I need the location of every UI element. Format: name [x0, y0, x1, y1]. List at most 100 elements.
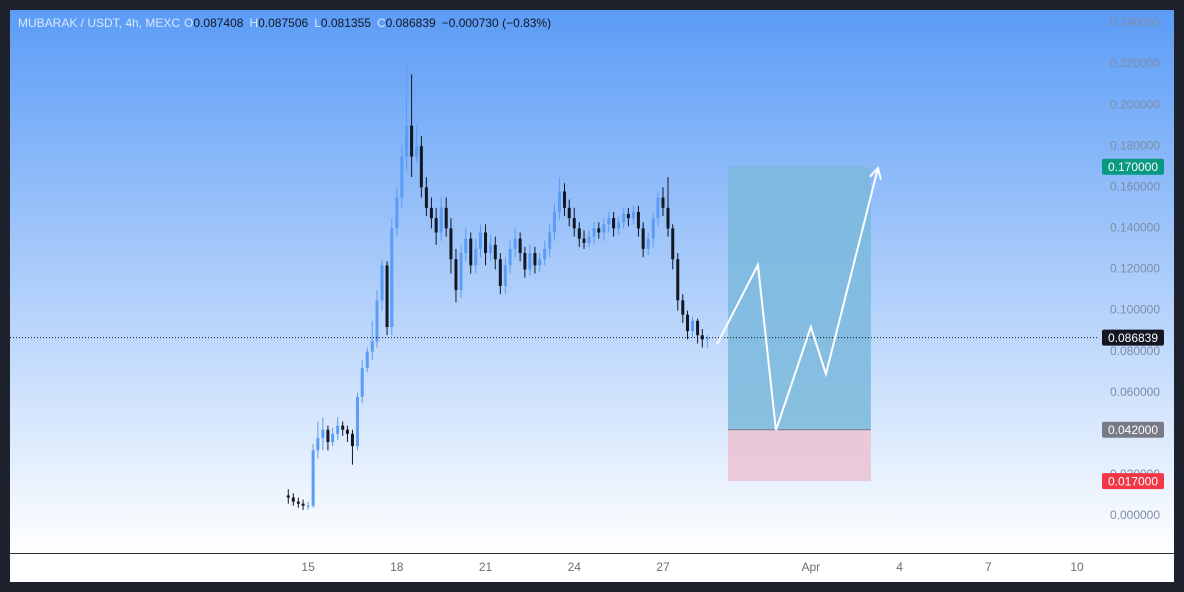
- candle-body: [355, 396, 359, 447]
- x-tick-label: Apr: [801, 560, 820, 574]
- price-tag-label: 0.017000: [1108, 474, 1158, 488]
- candle-body: [533, 253, 537, 266]
- candle-body: [696, 320, 700, 336]
- price-tag-label: 0.042000: [1108, 423, 1158, 437]
- candle-body: [336, 425, 340, 434]
- candle-body: [459, 253, 463, 291]
- x-tick-label: 18: [390, 560, 404, 574]
- header-title: MUBARAK / USDT, 4h, MEXC: [18, 16, 180, 30]
- candle-body: [439, 207, 443, 233]
- candle-body: [631, 211, 635, 219]
- projection-arrowhead: [869, 165, 882, 180]
- candle-body: [380, 265, 384, 301]
- ohlc-key: O: [184, 16, 193, 30]
- candle-body: [557, 191, 561, 212]
- candle-body: [513, 238, 517, 249]
- candle-body: [429, 207, 433, 219]
- projection-path: [716, 167, 879, 431]
- y-tick-label: 0.100000: [1110, 303, 1160, 317]
- candle-body: [671, 228, 675, 260]
- candle-body: [577, 228, 581, 239]
- candle-body: [385, 265, 389, 328]
- candle-body: [395, 197, 399, 229]
- x-tick-label: 4: [896, 560, 903, 574]
- price-tag: [1102, 329, 1164, 346]
- candle-body: [587, 236, 591, 243]
- candle-body: [602, 224, 606, 233]
- price-tag: [1102, 473, 1164, 490]
- candle-body: [424, 187, 428, 208]
- price-tag: [1102, 421, 1164, 438]
- candle-body: [405, 125, 409, 157]
- candle-body: [454, 259, 458, 291]
- candle-body: [582, 238, 586, 243]
- y-tick-label: 0.080000: [1110, 344, 1160, 358]
- ohlc-value: 0.087506: [258, 16, 308, 30]
- layer: 0.0000000.0200000.0400000.0600000.080000…: [10, 15, 1164, 574]
- candle-body: [636, 211, 640, 229]
- candle-body: [681, 300, 685, 315]
- candle-body: [498, 259, 502, 286]
- candle-body: [350, 433, 354, 447]
- candle-body: [700, 335, 704, 340]
- candle-body: [666, 207, 670, 229]
- y-tick-label: 0.160000: [1110, 179, 1160, 193]
- candle-body: [656, 197, 660, 219]
- candle-body: [622, 214, 626, 223]
- candle-body: [326, 429, 330, 443]
- candle-body: [479, 232, 483, 249]
- candle-body: [331, 433, 335, 443]
- header-change: −0.000730 (−0.83%): [442, 16, 551, 30]
- candle-body: [449, 228, 453, 260]
- ohlc-key: H: [249, 16, 258, 30]
- loss-zone: [728, 429, 871, 482]
- candle-body: [617, 222, 621, 229]
- candle-body: [543, 248, 547, 260]
- candle-body: [474, 248, 478, 266]
- candle-body: [464, 238, 468, 254]
- candle-body: [419, 146, 423, 188]
- candle-body: [528, 253, 532, 270]
- candle-body: [444, 207, 448, 229]
- ohlc-key: L: [314, 16, 321, 30]
- candle-body: [375, 300, 379, 342]
- candle-body: [341, 425, 345, 430]
- candle-body: [301, 503, 305, 506]
- candle-body: [286, 495, 290, 498]
- candle-body: [686, 314, 690, 332]
- candle-body: [365, 351, 369, 369]
- header: MUBARAK / USDT, 4h, MEXC O0.087408 H0.0875…: [18, 16, 551, 30]
- ohlc-value: 0.087408: [193, 16, 243, 30]
- candle-body: [607, 218, 611, 225]
- candle-body: [572, 218, 576, 229]
- y-tick-label: 0.180000: [1110, 138, 1160, 152]
- candle-body: [493, 244, 497, 260]
- price-tag: [1102, 158, 1164, 175]
- candle-body: [503, 265, 507, 286]
- price-tag-label: 0.170000: [1108, 160, 1158, 174]
- candle-body: [469, 238, 473, 266]
- candle-body: [562, 191, 566, 208]
- candle-body: [626, 214, 630, 219]
- y-tick-label: 0.240000: [1110, 15, 1160, 29]
- candle-body: [484, 232, 488, 254]
- candle-body: [390, 228, 394, 328]
- y-tick-label: 0.140000: [1110, 221, 1160, 235]
- candle-body: [691, 320, 695, 332]
- candle-body: [410, 125, 414, 157]
- x-tick-label: 7: [985, 560, 992, 574]
- candle-body: [552, 211, 556, 233]
- candle-body: [306, 505, 310, 507]
- profit-zone: [728, 166, 871, 430]
- candle-body: [612, 218, 616, 229]
- ohlc-key: C: [377, 16, 386, 30]
- y-tick-label: 0.060000: [1110, 385, 1160, 399]
- candle-body: [508, 248, 512, 266]
- candle-body: [415, 146, 419, 157]
- x-tick-label: 24: [568, 560, 582, 574]
- y-tick-label: 0.000000: [1110, 508, 1160, 522]
- candle-body: [291, 497, 295, 502]
- candle-body: [345, 429, 349, 434]
